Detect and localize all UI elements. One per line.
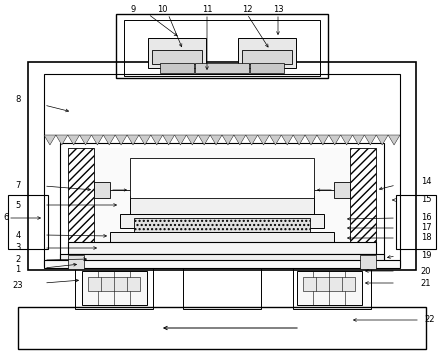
Polygon shape [139,135,151,145]
Text: 8: 8 [15,96,21,105]
Bar [120,214,324,228]
Text: 19: 19 [421,251,431,261]
Bar [88,277,140,291]
Text: 7: 7 [15,181,21,191]
Bar [160,63,194,73]
Text: 17: 17 [420,223,431,232]
Text: 21: 21 [421,278,431,287]
Bar [28,62,416,270]
Bar [116,14,328,78]
Bar [303,277,355,291]
Polygon shape [79,135,91,145]
Bar [60,143,384,267]
Polygon shape [91,135,103,145]
Bar [334,182,350,198]
Polygon shape [163,135,174,145]
Text: 10: 10 [157,5,167,15]
Bar [238,38,296,68]
Bar [360,255,376,269]
Bar [124,20,320,76]
Text: 23: 23 [13,281,24,290]
Bar [152,50,202,64]
Polygon shape [317,135,329,145]
Bar [68,148,94,258]
Text: 13: 13 [273,5,283,15]
Bar [250,63,284,73]
Polygon shape [234,135,246,145]
Polygon shape [246,135,258,145]
Polygon shape [365,135,376,145]
Polygon shape [186,135,198,145]
Text: 5: 5 [16,201,20,210]
Polygon shape [56,135,68,145]
Bar [60,254,384,264]
Bar [293,267,371,309]
Polygon shape [103,135,115,145]
Text: 18: 18 [420,233,431,242]
Polygon shape [341,135,353,145]
Polygon shape [44,135,56,145]
Polygon shape [388,135,400,145]
Bar [350,148,376,258]
Polygon shape [68,135,79,145]
Bar [134,218,310,244]
Text: 6: 6 [3,213,9,222]
Polygon shape [115,135,127,145]
Bar [148,38,206,68]
Polygon shape [329,135,341,145]
Text: 12: 12 [242,5,252,15]
Bar [68,242,376,254]
Text: 2: 2 [16,256,20,265]
Polygon shape [270,135,281,145]
Polygon shape [353,135,365,145]
Bar [130,196,314,214]
Polygon shape [376,135,388,145]
Bar [297,271,362,305]
Bar [195,63,249,73]
Polygon shape [127,135,139,145]
Polygon shape [293,135,305,145]
Bar [44,260,400,268]
Bar [242,50,292,64]
Text: 16: 16 [420,213,431,222]
Bar [44,74,400,266]
Text: 22: 22 [425,316,435,325]
Polygon shape [198,135,210,145]
Text: 15: 15 [421,196,431,205]
Bar [18,307,426,349]
Text: 4: 4 [16,231,20,240]
Text: 11: 11 [202,5,212,15]
Bar [94,182,110,198]
Polygon shape [210,135,222,145]
Text: 20: 20 [421,266,431,276]
Bar [110,232,334,242]
Bar [75,267,153,309]
Text: 14: 14 [421,177,431,186]
Polygon shape [151,135,163,145]
Polygon shape [258,135,270,145]
Polygon shape [222,135,234,145]
Text: 1: 1 [16,266,20,275]
Bar [8,195,48,249]
Bar [68,255,84,269]
Bar [183,267,261,309]
Polygon shape [305,135,317,145]
Bar [130,158,314,198]
Text: 3: 3 [15,243,21,252]
Bar [82,271,147,305]
Text: 9: 9 [131,5,135,15]
Bar [68,148,376,266]
Polygon shape [174,135,186,145]
Polygon shape [281,135,293,145]
Bar [396,195,436,249]
